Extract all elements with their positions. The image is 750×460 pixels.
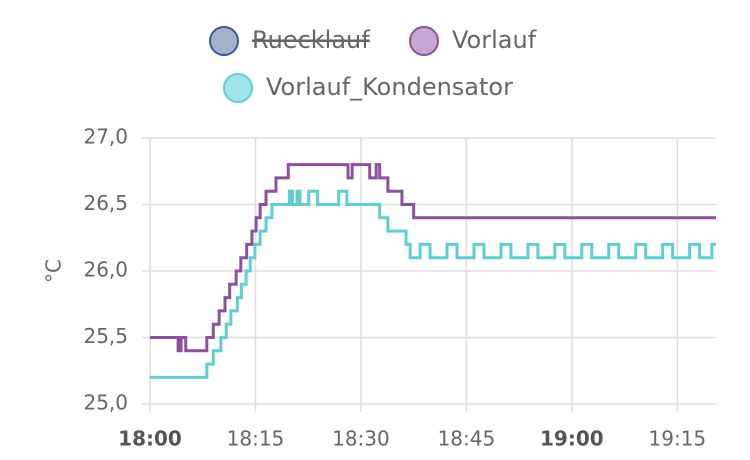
legend-marker[interactable] — [223, 73, 253, 103]
y-tick-label: 26,5 — [83, 191, 128, 215]
x-tick-label: 18:00 — [118, 427, 182, 451]
y-tick-label: 27,0 — [83, 125, 128, 149]
x-tick-label: 18:45 — [438, 427, 496, 451]
x-tick-label: 18:30 — [332, 427, 390, 451]
series-line — [150, 163, 716, 353]
y-tick-label: 26,0 — [83, 258, 128, 282]
y-tick-label: 25,5 — [83, 324, 128, 348]
legend-marker[interactable] — [209, 26, 239, 56]
legend-marker[interactable] — [409, 26, 439, 56]
legend-label[interactable]: Vorlauf_Kondensator — [266, 73, 513, 101]
legend-label[interactable]: Vorlauf — [452, 26, 537, 54]
x-tick-label: 19:15 — [649, 427, 707, 451]
x-tick-label: 18:15 — [227, 427, 285, 451]
y-axis-label: °C — [42, 259, 66, 283]
x-tick-label: 19:00 — [540, 427, 604, 451]
y-tick-label: 25,0 — [83, 391, 128, 415]
series-line — [150, 189, 716, 379]
